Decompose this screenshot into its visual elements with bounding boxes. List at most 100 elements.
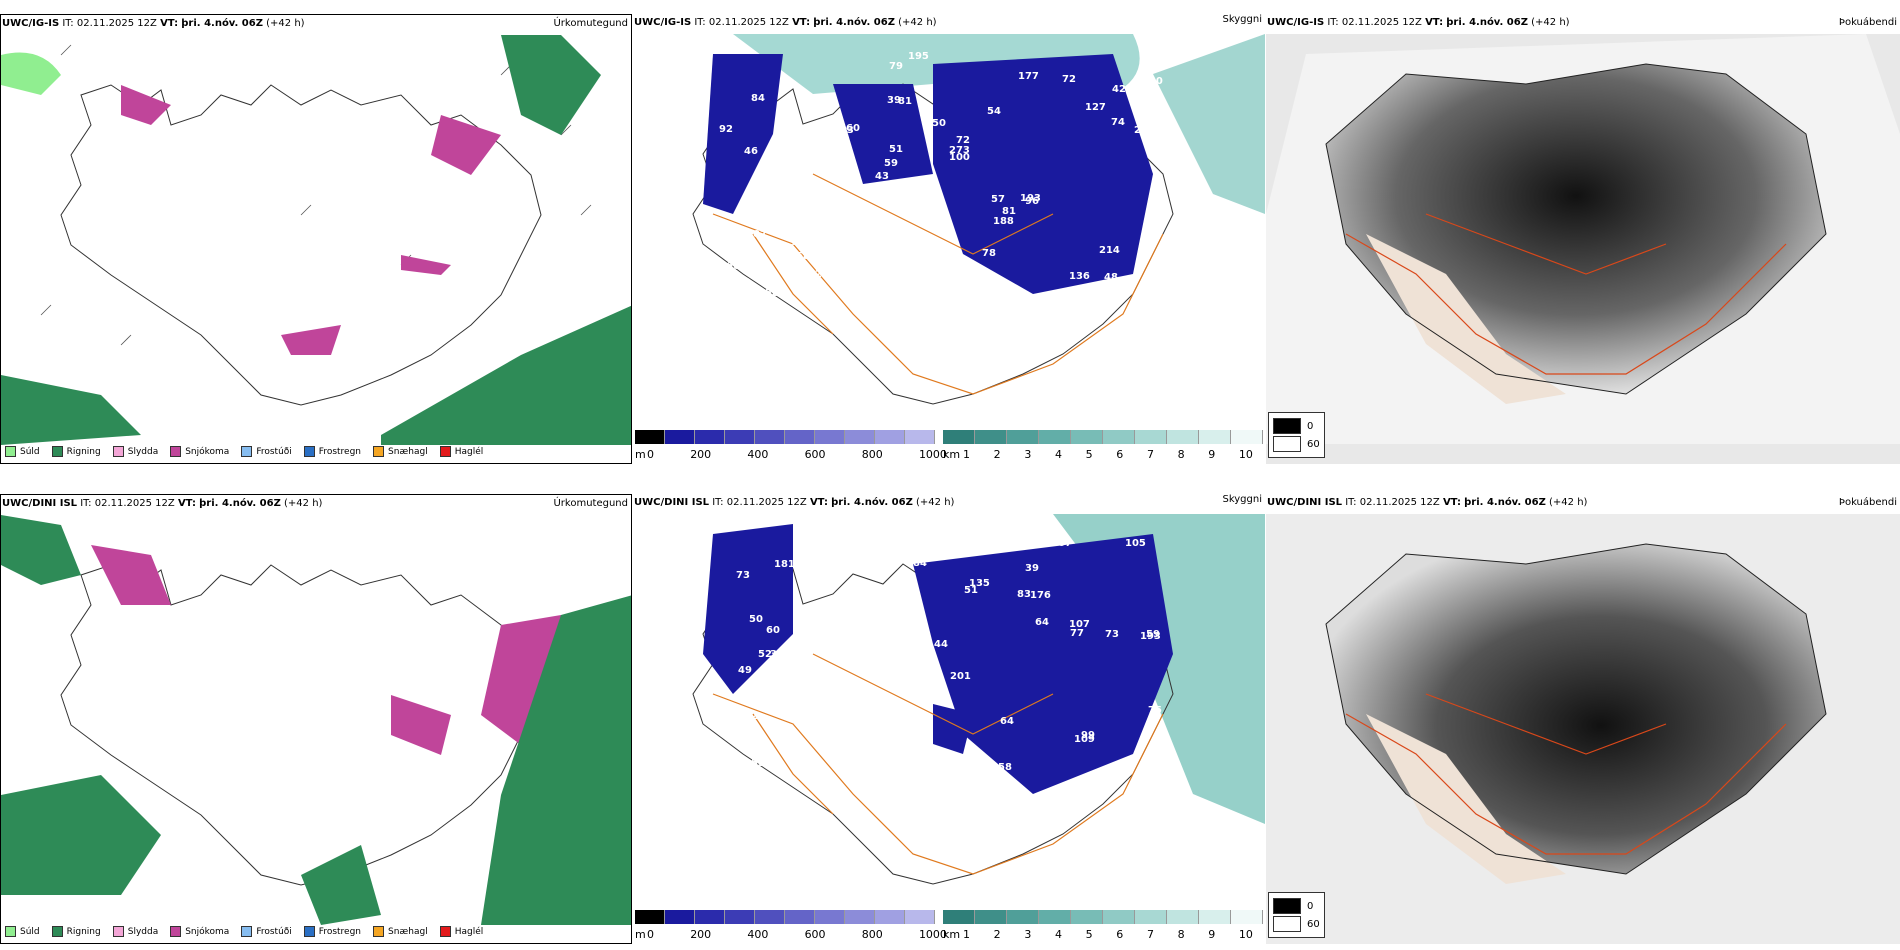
- cloud-base-label: 239: [1134, 125, 1155, 136]
- swatch: [112, 446, 124, 457]
- cloud-base-label: 99: [878, 624, 892, 635]
- legend-item: Frostregn: [303, 446, 361, 457]
- swatch: [373, 926, 385, 937]
- cloud-base-label: 239: [918, 758, 939, 769]
- cloud-base-label: 44: [934, 639, 948, 650]
- swatch: [1273, 418, 1301, 434]
- legend-item: Snjókoma: [170, 446, 229, 457]
- legend-item: Haglél: [439, 446, 483, 457]
- fog-legend-bottom: 0 60: [1268, 892, 1325, 938]
- cloud-base-label: 81: [898, 96, 912, 107]
- model-name: UWC/IG-IS: [634, 17, 692, 28]
- cloud-base-label: 219: [730, 277, 751, 288]
- precip-map-top: [1, 35, 631, 445]
- cloud-base-label: 39: [1025, 563, 1039, 574]
- cloud-base-label: 146: [727, 284, 748, 295]
- init-time: IT: 02.11.2025 12Z: [1327, 17, 1422, 28]
- ceiling-ticks: 0 200 400 600 800 1000: [647, 448, 947, 461]
- cloud-base-label: 60: [766, 625, 780, 636]
- ceiling-unit: m: [635, 448, 646, 461]
- legend-item: Súld: [5, 926, 40, 937]
- ceiling-colorbar: [635, 910, 935, 924]
- iceland-outline: [60, 84, 542, 406]
- cloud-base-label: 193: [1140, 631, 1161, 642]
- init-time: IT: 02.11.2025 12Z: [1345, 497, 1440, 508]
- cloud-base-label: 195: [908, 51, 929, 62]
- cloud-base-label: 48: [721, 706, 735, 717]
- visibility-panel-top: 48 46 42 43 54 57 39 50 64 60 66 68 81 72 96 84 79 56 57 74…: [633, 14, 1265, 464]
- cloud-base-label: 79: [889, 61, 903, 72]
- precip-legend: Súld Rigning Slydda Snjókoma Frostúði Fr…: [5, 926, 483, 937]
- cloud-base-label: 83: [1017, 589, 1031, 600]
- cloud-base-label: 273: [949, 145, 970, 156]
- swatch: [1273, 916, 1301, 932]
- cloud-base-label: 39: [887, 95, 901, 106]
- legend-item: Frostregn: [303, 926, 361, 937]
- swatch: [373, 446, 385, 457]
- cloud-base-label: 107: [746, 229, 767, 240]
- cloud-base-label: 136: [1069, 271, 1090, 282]
- swatch: [170, 926, 182, 937]
- legend-item: Haglél: [439, 926, 483, 937]
- legend-item: Slydda: [112, 446, 158, 457]
- valid-time-label: VT:: [1442, 497, 1461, 508]
- valid-time: þri. 4.nóv. 06Z: [1446, 17, 1528, 28]
- panel-title: Úrkomutegund: [553, 18, 628, 29]
- valid-time-label: VT:: [809, 497, 828, 508]
- visibility-map-top: 48 46 42 43 54 57 39 50 64 60 66 68 81 72 96 84 79 56 57 74…: [633, 34, 1265, 444]
- swatch: [439, 446, 451, 457]
- fog-index-panel-bottom: UWC/DINI ISL IT: 02.11.2025 12Z VT: þri.…: [1266, 494, 1900, 944]
- legend-item: Frostúði: [241, 926, 292, 937]
- visibility-colorbar: [943, 430, 1263, 444]
- cloud-base-label: 81: [927, 238, 941, 249]
- legend-item: Rigning: [51, 446, 101, 457]
- cloud-base-label: 73: [736, 570, 750, 581]
- init-time: IT: 02.11.2025 12Z: [62, 18, 157, 29]
- precip-legend: Súld Rigning Slydda Snjókoma Frostúði Fr…: [5, 446, 483, 457]
- model-name: UWC/DINI ISL: [634, 497, 710, 508]
- cloud-base-label: 135: [969, 578, 990, 589]
- cloud-base-label: 72: [1062, 74, 1076, 85]
- cloud-base-label: 254: [935, 285, 956, 296]
- valid-time-label: VT:: [177, 498, 196, 509]
- cloud-base-label: 100: [949, 152, 970, 163]
- cloud-base-label: 60: [846, 123, 860, 134]
- cloud-base-label: 59: [884, 158, 898, 169]
- cloud-base-label: 68: [796, 251, 810, 262]
- cloud-base-label: 59: [1146, 629, 1160, 640]
- swatch: [112, 926, 124, 937]
- cloud-base-label: 56: [1152, 138, 1166, 149]
- cloud-base-label: 62: [744, 711, 758, 722]
- panel-title: Þokuábendi: [1838, 17, 1897, 28]
- legend-item: Snæhagl: [373, 446, 428, 457]
- cloud-base-label: 201: [950, 671, 971, 682]
- valid-time: þri. 4.nóv. 06Z: [831, 497, 913, 508]
- roads: [712, 173, 1164, 395]
- cloud-base-label: 84: [751, 93, 765, 104]
- cloud-base-label: 81: [1002, 206, 1016, 217]
- valid-time-label: VT:: [1425, 17, 1444, 28]
- cloud-base-label: 105: [1125, 538, 1146, 549]
- cloud-base-labels: 48 46 42 43 54 57 39 50 64 60 66 68 81 72 96 84 79 56 57 74…: [719, 51, 1166, 299]
- swatch: [1273, 898, 1301, 914]
- swatch: [5, 926, 16, 937]
- valid-time: þri. 4.nóv. 06Z: [199, 498, 281, 509]
- fog-map-bottom: [1266, 514, 1900, 944]
- cloud-base-label: 55: [751, 758, 765, 769]
- cloud-base-label: 53: [884, 240, 898, 251]
- cloud-base-label: 77: [1070, 628, 1084, 639]
- cloud-base-label: 64: [1000, 716, 1014, 727]
- cloud-base-label: 58: [998, 762, 1012, 773]
- cloud-base-label: 51: [889, 144, 903, 155]
- roads: [1345, 693, 1787, 855]
- cloud-base-label: 109: [1074, 734, 1095, 745]
- cloud-base-label: 188: [993, 216, 1014, 227]
- swatch: [51, 926, 63, 937]
- cloud-base-label: 57: [991, 194, 1005, 205]
- cloud-base-label: 78: [982, 248, 996, 259]
- cloud-base-areas: [703, 54, 1153, 294]
- cloud-base-label: 84: [913, 558, 927, 569]
- visibility-colorbar: [943, 910, 1263, 924]
- lead-time: (+42 h): [916, 497, 955, 508]
